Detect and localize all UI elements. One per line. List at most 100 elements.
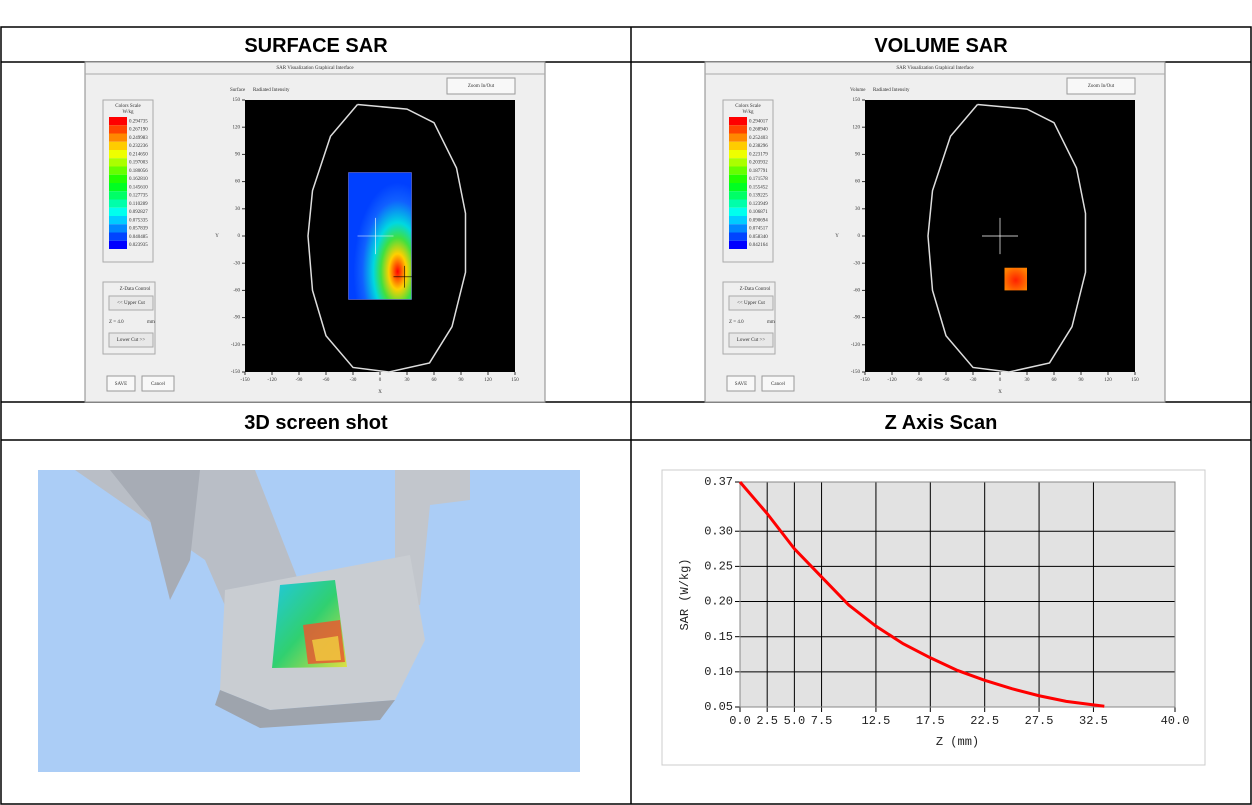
x-tick-label: -150: [860, 378, 870, 383]
y-tick-label: 30: [235, 207, 241, 212]
x-tick-label: 0: [379, 378, 382, 383]
scale-label: 0.139225: [749, 194, 768, 199]
y-tick-label: 0.37: [704, 475, 733, 489]
cancel-button[interactable]: [141, 375, 175, 392]
x-axis-label: Z (mm): [936, 735, 979, 749]
y-tick-label: 120: [853, 125, 861, 130]
scale-label: 0.040485: [129, 235, 148, 240]
scale-label: 0.090694: [749, 218, 768, 223]
scale-swatch: [729, 232, 747, 241]
peak-marker: [393, 265, 416, 288]
x-tick-label: 30: [405, 378, 411, 383]
scale-label: 0.214650: [129, 152, 148, 157]
x-axis-label: X: [378, 390, 382, 395]
scale-label: 0.249983: [129, 136, 148, 141]
control-box: [722, 281, 776, 355]
x-tick-label: 40.0: [1161, 714, 1190, 728]
lower-cut-label: Lower Cut >>: [737, 338, 766, 343]
y-tick-label: 0.30: [704, 524, 733, 538]
x-tick-label: -30: [350, 378, 357, 383]
scale-swatch: [109, 150, 127, 159]
scale-swatch: [729, 240, 747, 249]
mode: Volume: [850, 88, 866, 93]
y-tick-label: 90: [855, 153, 861, 158]
scale-label: 0.092827: [129, 210, 148, 215]
lower-cut-button[interactable]: [728, 332, 774, 348]
scale-unit: W/kg: [122, 110, 134, 115]
scale-swatch: [729, 117, 747, 126]
scale-label: 0.057839: [129, 227, 148, 232]
save-button[interactable]: [726, 375, 756, 392]
y-tick-label: 0.20: [704, 595, 733, 609]
scale-swatch: [109, 199, 127, 208]
scale-swatch: [109, 133, 127, 142]
cell-header: SURFACE SAR: [244, 35, 388, 57]
phantom-outline: [927, 103, 1087, 373]
cell-header: Z Axis Scan: [885, 412, 998, 434]
scale-swatch: [109, 158, 127, 167]
scale-label: 0.075335: [129, 218, 148, 223]
y-tick-label: 150: [853, 98, 861, 103]
scale-swatch: [729, 125, 747, 134]
z-unit: mm: [767, 320, 775, 325]
x-tick-label: 60: [432, 378, 438, 383]
y-axis-label: Y: [835, 234, 839, 239]
x-tick-label: -30: [970, 378, 977, 383]
save-label: SAVE: [115, 382, 127, 387]
scale-swatch: [109, 224, 127, 233]
upper-cut-button[interactable]: [728, 295, 774, 311]
y-tick-label: -60: [233, 289, 240, 294]
upper-cut-button[interactable]: [108, 295, 154, 311]
y-tick-label: -90: [233, 316, 240, 321]
scale-box: [102, 99, 154, 263]
save-button[interactable]: [106, 375, 136, 392]
gui-screenshot: SAR Visualization Graphical Interface Zoo…: [84, 61, 546, 403]
scale-title: Colors Scale: [735, 104, 761, 109]
scale-swatch: [109, 207, 127, 216]
lower-cut-button[interactable]: [108, 332, 154, 348]
y-tick-label: -30: [233, 261, 240, 266]
upper-cut-label: << Upper Cut: [117, 301, 145, 306]
cancel-label: Cancel: [151, 382, 165, 387]
zoom-button[interactable]: [1066, 77, 1136, 95]
y-tick-label: -30: [853, 261, 860, 266]
window-title: SAR Visualization Graphical Interface: [276, 66, 354, 71]
scale-swatch: [109, 216, 127, 225]
y-tick-label: 0.05: [704, 700, 733, 714]
scale-label: 0.294017: [749, 119, 768, 124]
scale-swatch: [109, 183, 127, 192]
x-tick-label: 60: [1052, 378, 1058, 383]
mode-label: Radiated Intensity: [253, 88, 290, 93]
scale-label: 0.203932: [749, 161, 768, 166]
x-tick-label: 120: [484, 378, 492, 383]
x-tick-label: 90: [459, 378, 465, 383]
cancel-label: Cancel: [771, 382, 785, 387]
y-tick-label: 0: [238, 234, 241, 239]
scale-swatch: [729, 174, 747, 183]
x-tick-label: 22.5: [970, 714, 999, 728]
scale-label: 0.162810: [129, 177, 148, 182]
scale-title: Colors Scale: [115, 104, 141, 109]
upper-cut-label: << Upper Cut: [737, 301, 765, 306]
y-tick-label: -90: [853, 316, 860, 321]
scale-label: 0.223179: [749, 152, 768, 157]
scale-label: 0.268940: [749, 128, 768, 133]
scale-label: 0.058340: [749, 235, 768, 240]
zoom-label: Zoom In/Out: [1088, 84, 1115, 89]
y-axis-label: Y: [215, 234, 219, 239]
cell-header: 3D screen shot: [244, 412, 388, 434]
crosshair: [357, 217, 394, 255]
x-tick-label: -90: [296, 378, 303, 383]
z-value: Z = 4.0: [729, 320, 744, 325]
scale-label: 0.252403: [749, 136, 768, 141]
x-axis-label: X: [998, 390, 1002, 395]
plot-border: [739, 481, 1176, 708]
scale-label: 0.232236: [129, 144, 148, 149]
cancel-button[interactable]: [761, 375, 795, 392]
x-tick-label: 7.5: [811, 714, 833, 728]
scale-swatch: [109, 232, 127, 241]
zoom-button[interactable]: [446, 77, 516, 95]
scale-label: 0.042164: [749, 243, 768, 248]
control-box: [102, 281, 156, 355]
